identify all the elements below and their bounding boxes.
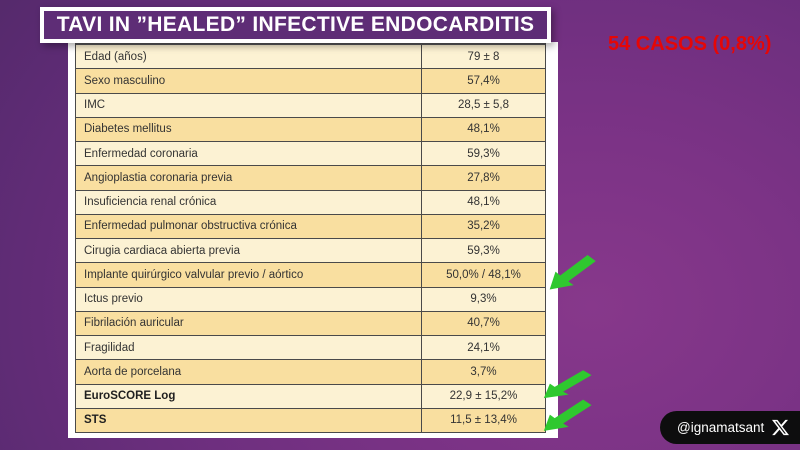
row-value: 22,9 ± 15,2% (449, 390, 518, 403)
slide-title: TAVI IN ”HEALED” INFECTIVE ENDOCARDITIS (56, 13, 535, 36)
table-row: Implante quirúrgico valvular previo / aó… (76, 263, 545, 288)
table-row: IMC 28,5 ± 5,8 (76, 93, 545, 118)
row-label: Aorta de porcelana (76, 360, 422, 384)
row-value: 59,3% (467, 244, 500, 257)
slide-title-box: TAVI IN ”HEALED” INFECTIVE ENDOCARDITIS (40, 7, 551, 43)
table-row: Enfermedad coronaria 59,3% (76, 142, 545, 167)
table-row: EuroSCORE Log 22,9 ± 15,2% (76, 384, 545, 409)
green-arrow-icon (539, 367, 597, 401)
green-arrow-icon (539, 396, 597, 434)
green-arrow-icon (545, 251, 601, 293)
row-value: 40,7% (467, 317, 500, 330)
table-row: Angioplastia coronaria previa 27,8% (76, 166, 545, 191)
row-label: Fragilidad (76, 336, 422, 360)
row-value: 27,8% (467, 171, 500, 184)
row-label: Sexo masculino (76, 69, 422, 93)
patient-table-body: Edad (años) 79 ± 8 Sexo masculino 57,4% IMC 2… (75, 42, 546, 433)
row-label: Insuficiencia renal crónica (76, 190, 422, 214)
row-label: Enfermedad pulmonar obstructiva crónica (76, 214, 422, 238)
twitter-handle: @ignamatsant (677, 420, 765, 435)
row-label: Angioplastia coronaria previa (76, 166, 422, 190)
row-value: 57,4% (467, 74, 500, 87)
table-row: STS 11,5 ± 13,4% (76, 408, 545, 432)
row-value: 28,5 ± 5,8 (457, 99, 510, 112)
row-value: 59,3% (467, 147, 500, 160)
row-value: 9,3% (470, 293, 497, 306)
table-row: Cirugia cardiaca abierta previa 59,3% (76, 239, 545, 264)
twitter-handle-badge: @ignamatsant (660, 411, 800, 444)
row-value: 48,1% (467, 123, 500, 136)
table-row: Insuficiencia renal crónica 48,1% (76, 190, 545, 215)
row-label: Edad (años) (76, 45, 422, 69)
table-row: Sexo masculino 57,4% (76, 69, 545, 94)
row-value: 48,1% (467, 196, 500, 209)
row-label: STS (76, 408, 422, 432)
cases-annotation: 54 CASOS (0,8%) (608, 33, 772, 55)
row-label: Cirugia cardiaca abierta previa (76, 239, 422, 263)
row-value: 11,5 ± 13,4% (450, 414, 517, 427)
table-row: Edad (años) 79 ± 8 (76, 45, 545, 70)
row-label: Diabetes mellitus (76, 117, 422, 141)
row-label: Ictus previo (76, 287, 422, 311)
row-value: 3,7% (470, 365, 497, 378)
table-row: Diabetes mellitus 48,1% (76, 117, 545, 142)
row-label: Enfermedad coronaria (76, 142, 422, 166)
table-row: Enfermedad pulmonar obstructiva crónica 3… (76, 214, 545, 239)
row-value: 35,2% (467, 220, 500, 233)
row-label: IMC (76, 93, 422, 117)
row-label: Implante quirúrgico valvular previo / aó… (76, 263, 422, 287)
row-label: Fibrilación auricular (76, 311, 422, 335)
row-value: 79 ± 8 (467, 50, 500, 63)
row-label: EuroSCORE Log (76, 384, 422, 408)
x-logo-icon (772, 419, 790, 436)
table-row: Fibrilación auricular 40,7% (76, 311, 545, 336)
patient-characteristics-table: Edad (años) 79 ± 8 Sexo masculino 57,4% IMC 2… (68, 42, 558, 438)
table-row: Fragilidad 24,1% (76, 336, 545, 361)
table-row: Aorta de porcelana 3,7% (76, 360, 545, 385)
table-row: Ictus previo 9,3% (76, 287, 545, 312)
row-value: 50,0% / 48,1% (446, 268, 521, 281)
row-value: 24,1% (467, 341, 500, 354)
